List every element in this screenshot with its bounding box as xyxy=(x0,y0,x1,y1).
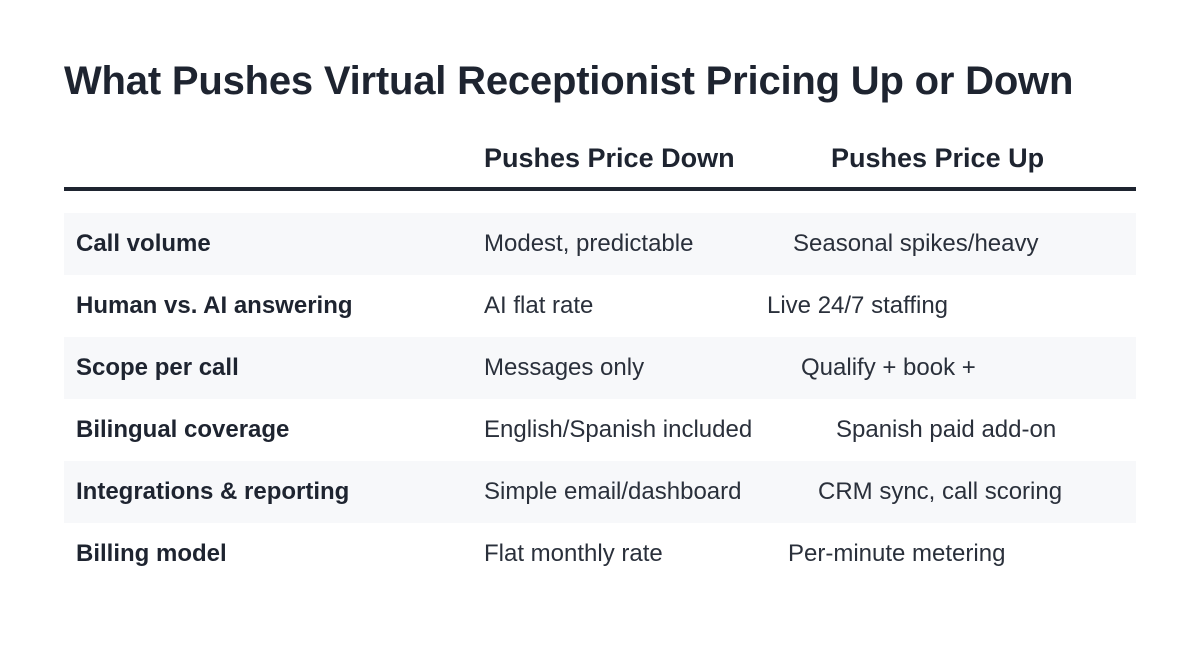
page-title: What Pushes Virtual Receptionist Pricing… xyxy=(64,59,1074,103)
factor-label: Integrations & reporting xyxy=(76,478,350,505)
factor-label: Call volume xyxy=(76,230,211,257)
price-down-cell: Modest, predictable xyxy=(484,230,694,257)
price-up-cell: Seasonal spikes/heavy xyxy=(793,230,1039,257)
price-up-cell: CRM sync, call scoring xyxy=(818,478,1063,505)
column-header-price-down: Pushes Price Down xyxy=(484,143,735,173)
price-down-cell: Flat monthly rate xyxy=(484,540,663,567)
price-down-cell: Simple email/dashboard xyxy=(484,478,742,505)
price-up-cell: Spanish paid add-on xyxy=(836,416,1057,443)
factor-label: Scope per call xyxy=(76,354,239,381)
price-down-cell: Messages only xyxy=(484,354,645,381)
table-row: Bilingual coverage English/Spanish inclu… xyxy=(64,399,1136,461)
table-row: Billing model Flat monthly rate Per-minu… xyxy=(64,523,1136,585)
column-header-price-up: Pushes Price Up xyxy=(831,143,1045,173)
table-header: Pushes Price Down Pushes Price Up xyxy=(64,140,1136,176)
table-row: Integrations & reporting Simple email/da… xyxy=(64,461,1136,523)
table-row: Human vs. AI answering AI flat rate Live… xyxy=(64,275,1136,337)
price-up-cell: Qualify + book + xyxy=(801,354,976,381)
price-up-cell: Per-minute metering xyxy=(788,540,1006,567)
table-row: Scope per call Messages only Qualify + b… xyxy=(64,337,1136,399)
price-down-cell: English/Spanish included xyxy=(484,416,753,443)
factor-label: Billing model xyxy=(76,540,227,567)
factor-label: Bilingual coverage xyxy=(76,416,290,443)
price-down-cell: AI flat rate xyxy=(484,292,594,319)
price-up-cell: Live 24/7 staffing xyxy=(767,292,949,319)
header-divider xyxy=(64,187,1136,191)
table-row: Call volume Modest, predictable Seasonal… xyxy=(64,213,1136,275)
pricing-factors-table: Call volume Modest, predictable Seasonal… xyxy=(64,213,1136,585)
factor-label: Human vs. AI answering xyxy=(76,292,353,319)
